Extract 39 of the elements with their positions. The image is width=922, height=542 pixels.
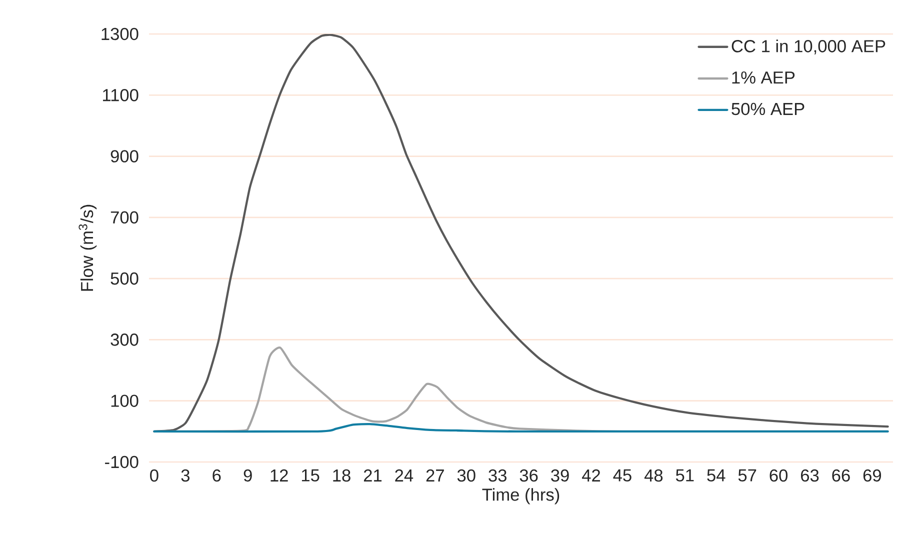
line-series <box>153 34 889 432</box>
x-axis-title: Time (hrs) <box>482 488 560 504</box>
x-tick-label: 66 <box>832 469 850 482</box>
x-tick-label: 63 <box>800 469 819 482</box>
x-tick-label: 33 <box>488 469 506 482</box>
x-tick-label: 69 <box>863 469 882 482</box>
x-tick-label: 27 <box>426 469 444 482</box>
legend-label: CC 1 in 10,000 AEP <box>732 40 886 54</box>
x-tick-label: 24 <box>395 469 414 482</box>
x-tick-label: 57 <box>738 469 756 482</box>
x-tick-label: 45 <box>613 469 632 482</box>
x-tick-label: 54 <box>707 469 726 482</box>
x-tick-label: 12 <box>270 469 288 482</box>
x-tick-label: 21 <box>364 469 382 482</box>
x-tick-label: 0 <box>150 469 158 482</box>
x-tick-label: 42 <box>582 469 600 482</box>
x-tick-label: 15 <box>302 469 320 482</box>
x-tick-label: 9 <box>244 469 252 482</box>
y-axis-title: Flow (m$^{3}$/s) <box>78 204 97 291</box>
x-tick-label: 36 <box>520 469 538 482</box>
x-tick-label: 60 <box>770 469 788 482</box>
y-tick-label: 700 <box>110 211 138 224</box>
x-tick-label: 3 <box>181 469 190 482</box>
y-tick-label: 1100 <box>103 88 138 102</box>
y-tick-label: 900 <box>110 150 138 162</box>
x-tick-label: 48 <box>644 469 663 482</box>
x-tick-label: 30 <box>457 469 476 482</box>
x-tick-label: 6 <box>212 469 221 482</box>
x-tick-label: 51 <box>676 469 694 482</box>
legend-label: 1% AEP <box>732 71 795 84</box>
y-tick-label: 1300 <box>102 28 138 40</box>
line-series <box>153 423 889 433</box>
x-tick-label: 39 <box>551 469 569 482</box>
y-tick-label: 300 <box>110 334 138 346</box>
y-tick-label: 500 <box>110 272 138 285</box>
x-tick-label: 18 <box>333 469 350 482</box>
y-tick-label: -100 <box>105 456 138 468</box>
legend-label: 50% AEP <box>732 102 804 116</box>
y-tick-label: 100 <box>111 394 138 407</box>
